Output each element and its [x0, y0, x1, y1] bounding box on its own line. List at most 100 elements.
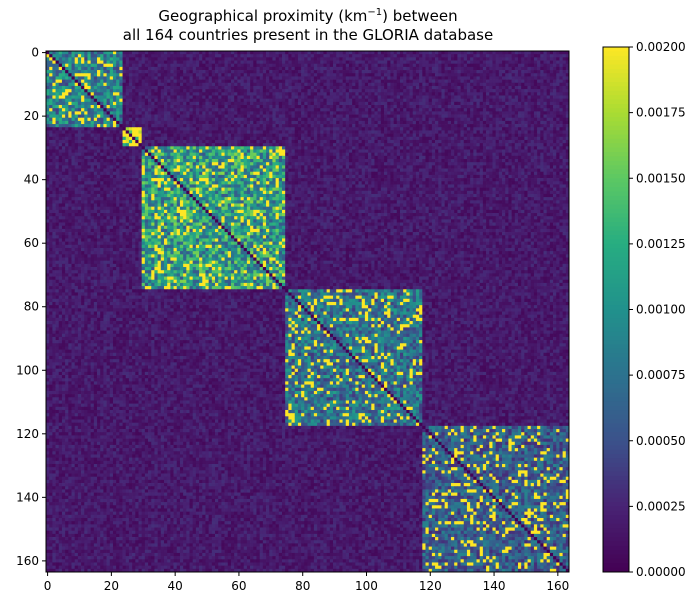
- heatmap-cell: [234, 79, 238, 84]
- heatmap-cell: [132, 111, 136, 115]
- heatmap-cell: [304, 60, 308, 65]
- heatmap-cell: [339, 79, 343, 84]
- heatmap-cell: [87, 63, 91, 68]
- heatmap-cell: [476, 92, 481, 96]
- heatmap-cell: [167, 63, 171, 68]
- heatmap-cell: [227, 101, 232, 106]
- heatmap-cell: [313, 51, 318, 55]
- heatmap-cell: [141, 143, 146, 147]
- heatmap-cell: [387, 63, 391, 68]
- heatmap-cell: [141, 92, 146, 96]
- heatmap-cell: [339, 51, 343, 55]
- heatmap-cell: [403, 101, 407, 106]
- heatmap-cell: [530, 120, 535, 125]
- heatmap-cell: [154, 82, 158, 87]
- heatmap-cell: [393, 76, 398, 80]
- heatmap-cell: [444, 51, 449, 55]
- heatmap-cell: [151, 85, 155, 90]
- heatmap-cell: [428, 63, 433, 68]
- heatmap-cell: [46, 105, 50, 109]
- heatmap-cell: [151, 133, 155, 138]
- heatmap-cell: [167, 85, 171, 90]
- heatmap-cell: [377, 130, 382, 134]
- heatmap-cell: [106, 114, 111, 119]
- heatmap-cell: [482, 136, 487, 141]
- heatmap-cell: [326, 139, 331, 144]
- heatmap-cell: [77, 76, 82, 80]
- heatmap-cell: [543, 92, 548, 96]
- heatmap-cell: [132, 108, 136, 112]
- heatmap-cell: [495, 139, 500, 144]
- heatmap-cell: [447, 85, 452, 90]
- heatmap-cell: [132, 124, 136, 128]
- heatmap-cell: [55, 89, 60, 93]
- heatmap-cell: [173, 82, 178, 87]
- heatmap-cell: [358, 120, 363, 125]
- heatmap-cell: [517, 130, 522, 134]
- heatmap-cell: [230, 89, 235, 93]
- heatmap-cell: [135, 127, 139, 131]
- heatmap-cell: [189, 105, 194, 109]
- heatmap-cell: [195, 130, 200, 134]
- heatmap-cell: [77, 79, 82, 84]
- heatmap-cell: [81, 92, 85, 96]
- heatmap-cell: [307, 130, 312, 134]
- heatmap-cell: [562, 124, 567, 128]
- heatmap-cell: [384, 92, 388, 96]
- heatmap-cell: [246, 85, 251, 90]
- heatmap-cell: [556, 139, 560, 144]
- heatmap-cell: [109, 117, 114, 122]
- heatmap-cell: [148, 51, 152, 55]
- heatmap-cell: [508, 66, 512, 71]
- heatmap-cell: [81, 57, 85, 61]
- heatmap-cell: [74, 136, 79, 141]
- heatmap-cell: [109, 70, 114, 74]
- heatmap-cell: [281, 108, 286, 112]
- heatmap-cell: [524, 127, 528, 131]
- heatmap-cell: [390, 95, 394, 100]
- heatmap-cell: [419, 117, 423, 122]
- heatmap-cell: [377, 57, 382, 61]
- heatmap-cell: [46, 120, 50, 125]
- heatmap-cell: [505, 120, 509, 125]
- heatmap-cell: [549, 114, 554, 119]
- heatmap-cell: [431, 95, 436, 100]
- heatmap-cell: [399, 57, 404, 61]
- heatmap-cell: [505, 66, 509, 71]
- heatmap-cell: [275, 108, 280, 112]
- heatmap-cell: [148, 57, 152, 61]
- heatmap-cell: [106, 63, 111, 68]
- heatmap-cell: [297, 108, 302, 112]
- heatmap-cell: [301, 60, 305, 65]
- heatmap-cell: [422, 111, 426, 115]
- heatmap-cell: [49, 130, 53, 134]
- heatmap-cell: [304, 105, 308, 109]
- heatmap-cell: [195, 89, 200, 93]
- heatmap-cell: [266, 57, 270, 61]
- heatmap-cell: [100, 51, 104, 55]
- heatmap-cell: [132, 85, 136, 90]
- heatmap-cell: [470, 114, 474, 119]
- heatmap-cell: [368, 73, 372, 77]
- heatmap-cell: [342, 127, 347, 131]
- heatmap-cell: [128, 54, 133, 58]
- heatmap-cell: [84, 101, 88, 106]
- heatmap-cell: [304, 117, 308, 122]
- heatmap-cell: [46, 76, 50, 80]
- heatmap-cell: [333, 82, 337, 87]
- heatmap-cell: [527, 95, 532, 100]
- heatmap-cell: [266, 143, 270, 147]
- heatmap-cell: [269, 111, 273, 115]
- heatmap-cell: [313, 85, 318, 90]
- heatmap-cell: [374, 127, 379, 131]
- heatmap-cell: [90, 105, 95, 109]
- heatmap-cell: [148, 105, 152, 109]
- heatmap-cell: [384, 114, 388, 119]
- heatmap-cell: [183, 117, 187, 122]
- heatmap-cell: [530, 57, 535, 61]
- heatmap-cell: [215, 60, 219, 65]
- heatmap-cell: [329, 79, 334, 84]
- heatmap-cell: [559, 70, 563, 74]
- heatmap-cell: [470, 73, 474, 77]
- heatmap-cell: [307, 57, 312, 61]
